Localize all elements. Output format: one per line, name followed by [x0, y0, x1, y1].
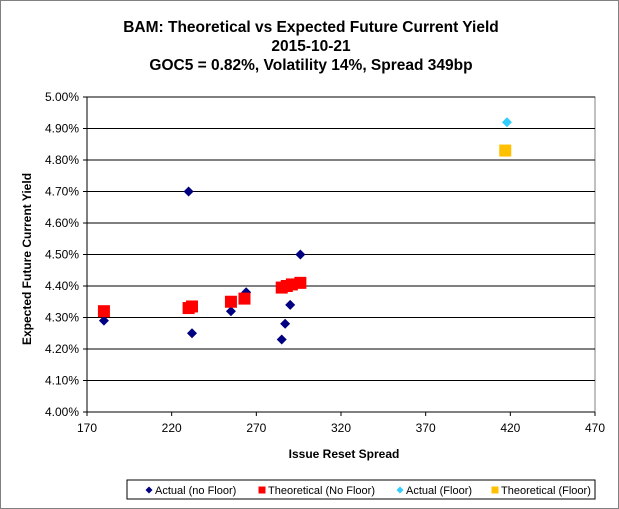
legend-box — [126, 479, 596, 500]
x-axis-ticks: 170 220 270 320 370 420 470 — [77, 412, 605, 435]
point-actual-no-floor — [280, 318, 291, 329]
x-axis-title: Issue Reset Spread — [289, 447, 400, 461]
y-tick-label: 4.60% — [45, 216, 79, 230]
y-tick-label: 4.90% — [45, 122, 79, 136]
point-actual-no-floor — [295, 249, 306, 260]
legend-marker-actual-no-floor — [145, 486, 153, 494]
legend-label-theoretical-floor: Theoretical (Floor) — [501, 485, 591, 497]
x-tick-label: 270 — [246, 421, 266, 435]
y-axis-ticks: 4.00% 4.10% 4.20% 4.30% 4.40% 4.50% 4.60% 4.70%… — [45, 90, 87, 419]
y-tick-label: 4.30% — [45, 311, 79, 325]
x-tick-label: 320 — [331, 421, 351, 435]
point-actual-no-floor — [183, 186, 194, 197]
point-theoretical-floor — [499, 144, 512, 157]
point-actual-no-floor — [98, 315, 109, 326]
point-theoretical-no-floor — [97, 305, 110, 318]
legend: Actual (no Floor) Theoretical (No Floor) A… — [126, 479, 596, 500]
x-tick-label: 220 — [162, 421, 182, 435]
legend-label-theoretical-no-floor: Theoretical (No Floor) — [268, 485, 375, 497]
y-tick-label: 5.00% — [45, 90, 79, 104]
point-theoretical-no-floor — [238, 292, 251, 305]
y-tick-label: 4.00% — [45, 405, 79, 419]
y-tick-label: 4.50% — [45, 248, 79, 262]
x-tick-label: 370 — [416, 421, 436, 435]
point-actual-floor — [501, 117, 512, 128]
gridlines — [87, 96, 595, 381]
point-theoretical-no-floor — [294, 276, 307, 289]
legend-marker-actual-floor — [396, 486, 404, 494]
point-theoretical-no-floor — [185, 300, 198, 313]
y-tick-label: 4.80% — [45, 153, 79, 167]
point-actual-no-floor — [186, 328, 197, 339]
data-points — [97, 117, 512, 345]
point-theoretical-no-floor — [224, 295, 237, 308]
legend-marker-theoretical-no-floor — [258, 486, 266, 494]
y-tick-label: 4.10% — [45, 374, 79, 388]
chart-title-line-1: BAM: Theoretical vs Expected Future Curr… — [123, 19, 499, 36]
y-tick-label: 4.70% — [45, 185, 79, 199]
y-axis-title: Expected Future Current Yield — [20, 173, 34, 345]
x-tick-label: 170 — [77, 421, 97, 435]
chart-title: BAM: Theoretical vs Expected Future Curr… — [123, 19, 499, 74]
y-tick-label: 4.20% — [45, 342, 79, 356]
x-tick-label: 470 — [585, 421, 605, 435]
legend-label-actual-floor: Actual (Floor) — [406, 485, 472, 497]
chart-title-line-3: GOC5 = 0.82%, Volatility 14%, Spread 349… — [149, 57, 472, 74]
point-actual-no-floor — [225, 306, 236, 317]
y-tick-label: 4.40% — [45, 279, 79, 293]
point-actual-no-floor — [285, 299, 296, 310]
legend-marker-theoretical-floor — [491, 486, 499, 494]
chart-title-line-2: 2015-10-21 — [271, 38, 351, 55]
point-actual-no-floor — [276, 334, 287, 345]
legend-label-actual-no-floor: Actual (no Floor) — [155, 485, 236, 497]
x-tick-label: 420 — [500, 421, 520, 435]
